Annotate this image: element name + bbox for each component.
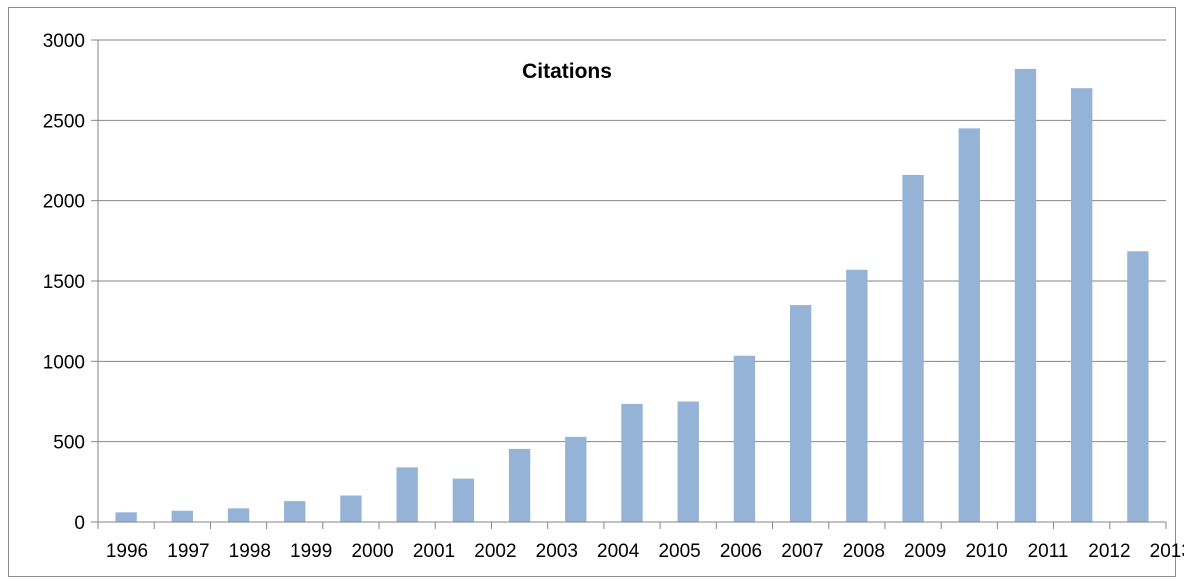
bar	[565, 436, 587, 522]
chart-area	[8, 7, 1176, 577]
bar	[902, 174, 924, 522]
bar	[1127, 251, 1149, 522]
x-tick-label: 2004	[597, 541, 640, 562]
x-tick-label: 2011	[1028, 541, 1069, 562]
y-tick-label: 2000	[43, 192, 85, 213]
x-tick-label: 2013	[1150, 541, 1184, 562]
x-tick-label: 2000	[351, 541, 393, 562]
x-tick-label: 2005	[658, 541, 700, 562]
bar	[115, 512, 137, 522]
bar	[846, 269, 868, 522]
bar	[733, 355, 756, 522]
x-tick-label: 1998	[229, 541, 271, 562]
x-tick-label: 2006	[720, 541, 762, 562]
x-tick-label: 2009	[904, 541, 946, 562]
x-tick-label: 1997	[167, 541, 209, 562]
y-tick-label: 1000	[43, 352, 85, 373]
x-tick-label: 2003	[536, 541, 578, 562]
chart-title: Citations	[522, 60, 612, 83]
x-tick-label: 2007	[781, 541, 823, 562]
axes	[91, 39, 1167, 529]
y-tick-label: 500	[53, 433, 85, 454]
y-tick-label: 1500	[43, 272, 85, 293]
tick-labels: 0 500 1000 1500 2000 2500 3000 1996 1997 1998 1999…	[43, 31, 1184, 562]
bar	[284, 501, 306, 522]
x-tick-label: 2012	[1088, 541, 1130, 562]
bar	[677, 401, 699, 522]
y-tick-label: 3000	[43, 31, 85, 52]
bar	[452, 478, 475, 522]
x-tick-label: 2002	[474, 541, 516, 562]
x-tick-label: 2010	[965, 541, 1007, 562]
bar	[340, 495, 362, 522]
bar	[958, 128, 980, 522]
bar	[227, 508, 250, 522]
bar	[621, 403, 643, 522]
x-tick-label: 2008	[843, 541, 885, 562]
x-tick-label: 1996	[106, 541, 148, 562]
y-tick-label: 2500	[43, 111, 85, 132]
y-tick-label: 0	[74, 513, 85, 534]
bars	[115, 68, 1149, 523]
bar	[789, 305, 812, 522]
bar	[171, 510, 193, 522]
bar	[1014, 68, 1037, 523]
x-tick-label: 2001	[413, 541, 455, 562]
bar	[1071, 88, 1093, 522]
x-tick-label: 1999	[290, 541, 332, 562]
gridlines	[98, 39, 1166, 443]
bar	[396, 467, 418, 522]
bar	[508, 448, 531, 522]
